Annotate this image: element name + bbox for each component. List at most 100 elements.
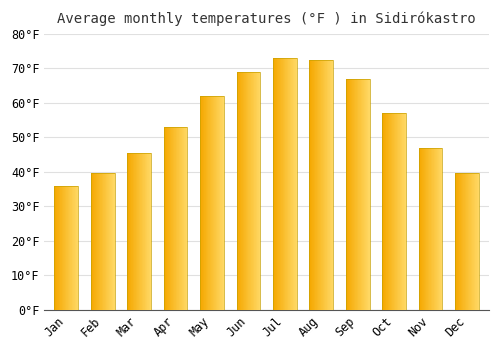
Bar — [251, 72, 252, 310]
Bar — [181, 127, 182, 310]
Bar — [354, 78, 355, 310]
Bar — [295, 58, 296, 310]
Bar — [293, 58, 294, 310]
Bar — [186, 127, 187, 310]
Bar — [332, 60, 333, 310]
Bar — [467, 174, 468, 310]
Bar — [142, 153, 144, 310]
Bar — [254, 72, 255, 310]
Bar — [138, 153, 139, 310]
Bar — [387, 113, 388, 310]
Bar — [419, 148, 420, 310]
Bar — [392, 113, 393, 310]
Bar — [206, 96, 208, 310]
Bar — [458, 174, 460, 310]
Bar — [355, 78, 356, 310]
Bar — [172, 127, 173, 310]
Bar — [275, 58, 276, 310]
Bar — [249, 72, 250, 310]
Bar — [440, 148, 442, 310]
Bar — [439, 148, 440, 310]
Bar — [54, 186, 78, 310]
Bar — [438, 148, 439, 310]
Bar — [216, 96, 217, 310]
Bar — [419, 148, 442, 310]
Bar — [236, 72, 237, 310]
Bar — [472, 174, 473, 310]
Bar — [208, 96, 209, 310]
Bar — [349, 78, 350, 310]
Bar — [180, 127, 181, 310]
Bar — [238, 72, 239, 310]
Bar — [132, 153, 134, 310]
Bar — [253, 72, 254, 310]
Bar — [239, 72, 240, 310]
Bar — [464, 174, 466, 310]
Bar — [60, 186, 61, 310]
Bar — [73, 186, 74, 310]
Bar — [174, 127, 175, 310]
Bar — [356, 78, 357, 310]
Bar — [318, 60, 319, 310]
Bar — [203, 96, 204, 310]
Bar — [310, 60, 333, 310]
Bar — [92, 174, 94, 310]
Bar — [258, 72, 259, 310]
Bar — [429, 148, 430, 310]
Bar — [282, 58, 283, 310]
Bar — [213, 96, 214, 310]
Bar — [390, 113, 391, 310]
Bar — [461, 174, 462, 310]
Bar — [391, 113, 392, 310]
Bar — [427, 148, 428, 310]
Bar — [353, 78, 354, 310]
Bar — [95, 174, 96, 310]
Bar — [130, 153, 131, 310]
Bar — [252, 72, 253, 310]
Bar — [176, 127, 177, 310]
Bar — [113, 174, 114, 310]
Bar — [316, 60, 317, 310]
Bar — [67, 186, 68, 310]
Bar — [184, 127, 185, 310]
Bar — [388, 113, 389, 310]
Bar — [243, 72, 244, 310]
Bar — [421, 148, 422, 310]
Bar — [455, 174, 479, 310]
Bar — [283, 58, 284, 310]
Bar — [350, 78, 351, 310]
Bar — [422, 148, 423, 310]
Bar — [177, 127, 178, 310]
Bar — [470, 174, 471, 310]
Bar — [328, 60, 329, 310]
Bar — [106, 174, 107, 310]
Bar — [175, 127, 176, 310]
Bar — [97, 174, 98, 310]
Bar — [128, 153, 151, 310]
Bar — [394, 113, 395, 310]
Bar — [437, 148, 438, 310]
Bar — [395, 113, 396, 310]
Bar — [141, 153, 142, 310]
Bar — [102, 174, 103, 310]
Bar — [112, 174, 113, 310]
Bar — [473, 174, 474, 310]
Bar — [367, 78, 368, 310]
Bar — [274, 58, 275, 310]
Title: Average monthly temperatures (°F ) in Sidirókastro: Average monthly temperatures (°F ) in Si… — [58, 11, 476, 26]
Bar — [64, 186, 65, 310]
Bar — [399, 113, 400, 310]
Bar — [279, 58, 280, 310]
Bar — [250, 72, 251, 310]
Bar — [326, 60, 327, 310]
Bar — [400, 113, 402, 310]
Bar — [168, 127, 169, 310]
Bar — [74, 186, 75, 310]
Bar — [363, 78, 364, 310]
Bar — [128, 153, 129, 310]
Bar — [149, 153, 150, 310]
Bar — [320, 60, 322, 310]
Bar — [72, 186, 73, 310]
Bar — [323, 60, 324, 310]
Bar — [75, 186, 76, 310]
